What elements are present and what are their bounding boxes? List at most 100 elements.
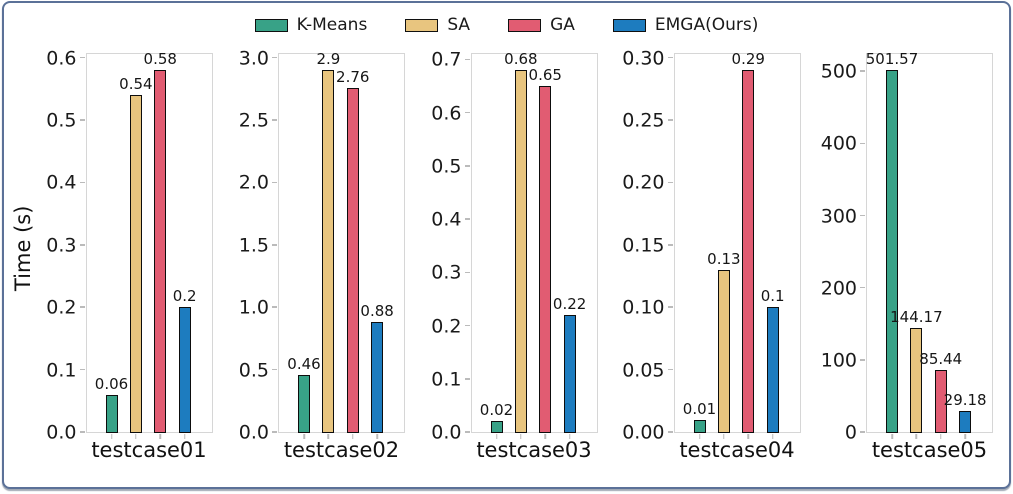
y-tick-label: 0.0 <box>46 421 77 444</box>
x-tick-icon <box>352 434 354 439</box>
bar-value-label: 144.17 <box>890 307 943 326</box>
x-tick-icon <box>568 434 571 439</box>
x-tick-icon <box>495 434 498 439</box>
subplot-testcase05: 0 100 200 300 400 500 501.57 144.17 85.44 29.18 te… <box>820 52 993 462</box>
y-tick-icon <box>79 56 85 59</box>
x-tick-icon <box>940 434 942 439</box>
x-tick-icon <box>135 434 137 439</box>
y-tick-icon <box>272 56 277 59</box>
y-tick-label: 0.3 <box>431 261 462 284</box>
bar-value-label: 0.88 <box>360 302 394 321</box>
y-tick-icon <box>464 165 470 167</box>
x-category-label: testcase01 <box>91 438 207 462</box>
y-tick-label: 0.7 <box>431 48 462 71</box>
y-tick-icon <box>667 244 673 246</box>
bar-value-label: 0.54 <box>119 75 153 94</box>
bar-value-label: 0.06 <box>94 374 129 393</box>
bar-K-Means <box>490 421 503 433</box>
y-tick-icon <box>272 368 277 371</box>
y-tick-icon <box>667 306 673 308</box>
legend-swatch-icon <box>405 18 439 32</box>
y-tick-icon <box>860 431 865 433</box>
bar-value-label: 85.44 <box>919 350 963 369</box>
y-tick-icon <box>464 111 470 114</box>
bar-value-label: 0.13 <box>707 249 741 268</box>
subplot-testcase01: 0.0 0.1 0.2 0.3 0.4 0.5 0.6 0.06 0.54 0.58 0.2 test… <box>42 49 213 462</box>
y-tick-label: 0.5 <box>431 155 462 178</box>
x-tick-icon <box>915 434 918 439</box>
x-tick-icon <box>110 434 113 439</box>
legend-swatch-icon <box>612 18 646 32</box>
y-tick-label: 3.0 <box>238 47 269 70</box>
bar-EMGA(Ours) <box>563 314 576 433</box>
bar-K-Means <box>298 374 310 433</box>
bar-EMGA(Ours) <box>178 307 191 433</box>
y-axis: 0.0 0.1 0.2 0.3 0.4 0.5 0.6 0.7 <box>427 48 471 442</box>
y-tick-label: 2.5 <box>238 109 269 132</box>
y-tick-icon <box>667 368 673 371</box>
x-tick-icon <box>303 434 305 439</box>
x-tick-icon <box>747 434 749 439</box>
y-tick-label: 0.4 <box>431 208 462 231</box>
bar-K-Means <box>105 394 118 433</box>
y-tick-label: 0.10 <box>622 296 665 319</box>
y-axis: 0.00 0.05 0.10 0.15 0.20 0.25 0.30 <box>620 49 674 442</box>
bar-value-label: 0.2 <box>172 287 197 306</box>
legend-label: K-Means <box>296 14 368 35</box>
y-tick-icon <box>860 214 865 217</box>
y-tick-icon <box>464 218 470 220</box>
bar-EMGA(Ours) <box>959 410 972 433</box>
x-tick-icon <box>520 434 522 439</box>
bar-K-Means <box>693 419 706 433</box>
plot-area: 0.46 2.9 2.76 0.88 <box>272 52 405 439</box>
y-tick-icon <box>464 431 470 433</box>
x-tick-icon <box>376 434 378 439</box>
y-tick-label: 0.0 <box>431 421 462 444</box>
legend-label: GA <box>550 14 575 35</box>
legend-item-4: EMGA(Ours) <box>612 14 759 35</box>
y-tick-label: 100 <box>820 349 857 372</box>
y-tick-icon <box>860 142 865 145</box>
y-tick-label: 0.1 <box>431 368 462 391</box>
bar-EMGA(Ours) <box>371 322 384 433</box>
y-tick-label: 0.6 <box>46 47 77 70</box>
legend: K-Means SA GA EMGA(Ours) <box>4 13 1009 37</box>
y-tick-icon <box>464 324 470 327</box>
subplot-testcase02: 0.0 0.5 1.0 1.5 2.0 2.5 3.0 0.46 2.9 2.76 0.88 test… <box>235 49 405 462</box>
y-tick-label: 0.15 <box>622 234 665 257</box>
x-tick-icon <box>698 434 701 439</box>
x-category-label: testcase05 <box>871 438 988 462</box>
x-category-label: testcase02 <box>283 438 400 462</box>
subplot-testcase04: 0.00 0.05 0.10 0.15 0.20 0.25 0.30 0.01 0.13 0.29… <box>620 49 801 462</box>
y-tick-icon <box>464 378 470 380</box>
bar-value-label: 29.18 <box>943 390 987 409</box>
y-tick-label: 0.6 <box>431 102 462 125</box>
y-tick-icon <box>79 431 85 433</box>
y-tick-label: 200 <box>820 277 857 300</box>
plot-area: 0.02 0.68 0.65 0.22 <box>464 52 598 439</box>
y-tick-icon <box>464 271 470 274</box>
legend-item-1: K-Means <box>254 14 368 35</box>
bar-value-label: 0.65 <box>528 66 562 85</box>
y-axis: 0.0 0.5 1.0 1.5 2.0 2.5 3.0 <box>235 49 279 442</box>
y-tick-icon <box>667 56 673 59</box>
bar-GA <box>742 70 755 433</box>
bar-GA <box>934 370 947 433</box>
bar-GA <box>346 87 359 433</box>
legend-label: EMGA(Ours) <box>654 14 759 35</box>
bar-value-label: 0.22 <box>552 294 587 313</box>
y-tick-label: 0.2 <box>46 296 77 319</box>
bar-SA <box>514 70 527 433</box>
y-tick-label: 0.3 <box>46 234 77 257</box>
y-tick-icon <box>79 181 85 184</box>
y-tick-label: 0.20 <box>622 171 665 194</box>
y-tick-icon <box>79 368 85 371</box>
y-tick-label: 0.05 <box>622 359 665 382</box>
y-tick-label: 0.2 <box>431 315 462 338</box>
y-tick-label: 0.25 <box>622 109 665 132</box>
y-tick-icon <box>79 306 85 308</box>
bar-value-label: 0.02 <box>479 401 514 420</box>
y-tick-label: 0.00 <box>622 421 665 444</box>
x-tick-icon <box>159 434 161 439</box>
